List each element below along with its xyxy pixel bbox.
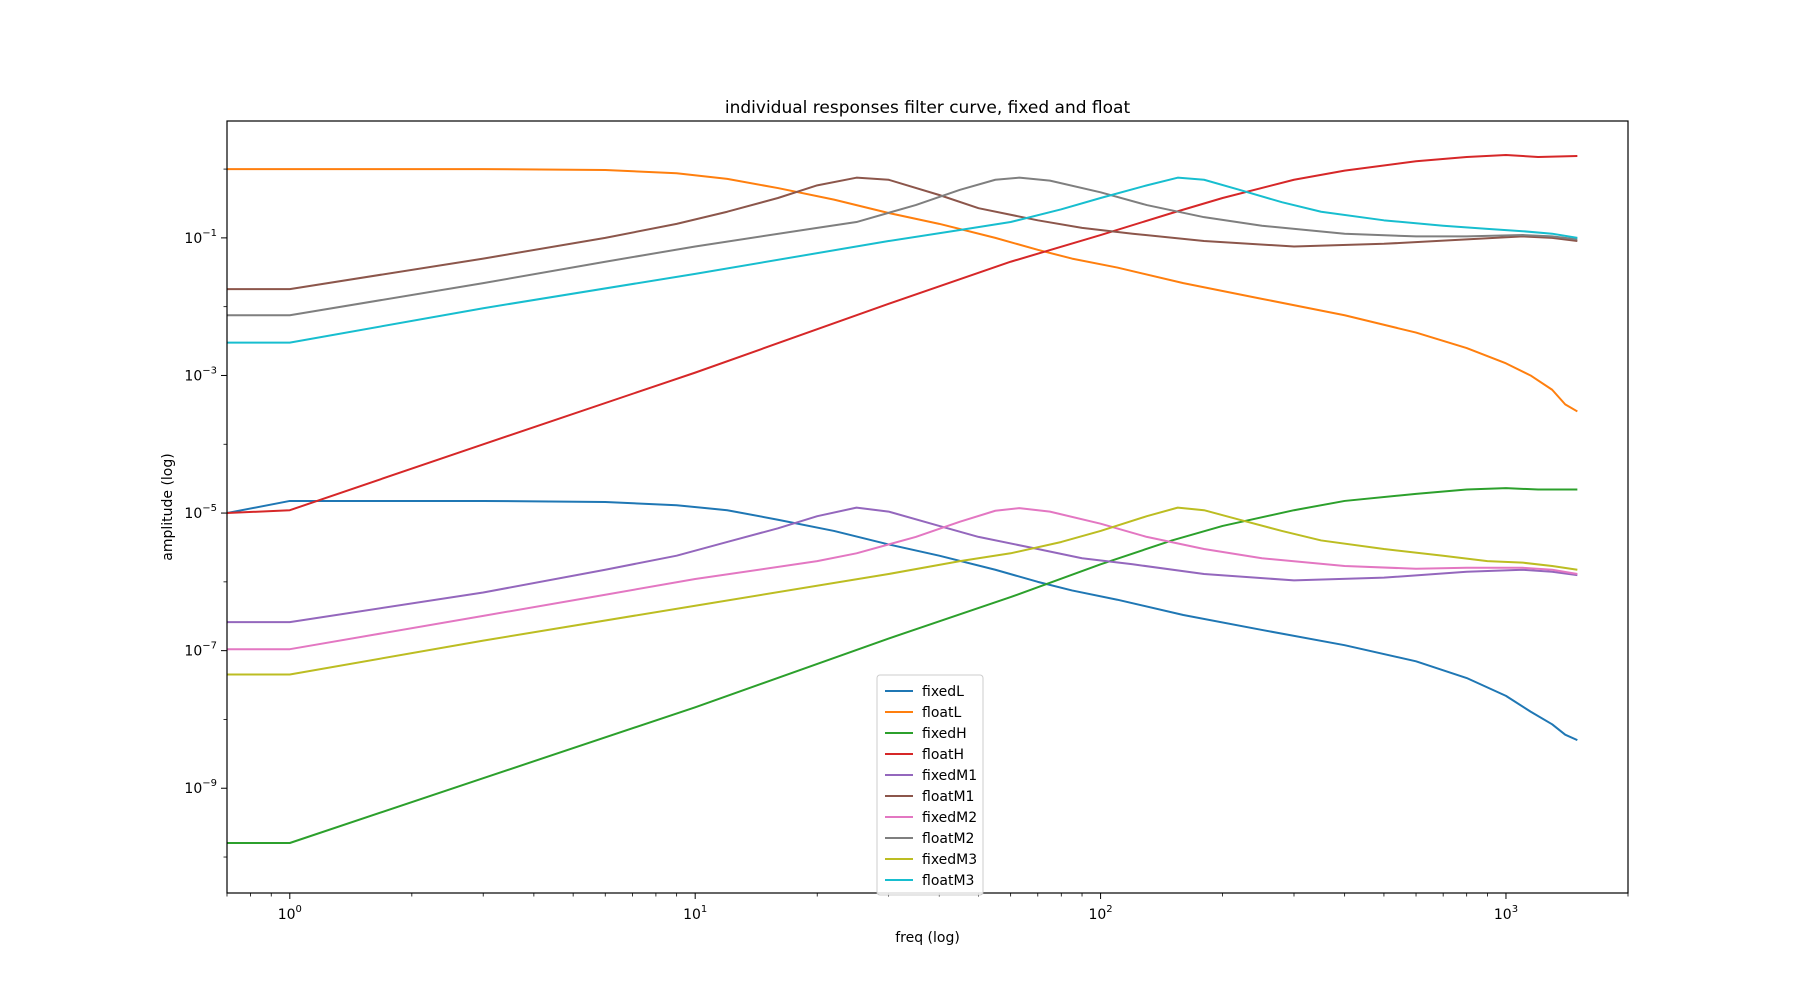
chart-title: individual responses filter curve, fixed…	[725, 98, 1131, 118]
series-line-floatM2	[227, 176, 1578, 317]
series-line-fixedM2	[227, 507, 1578, 651]
legend-label-floatL: floatL	[922, 705, 961, 721]
legend-label-fixedM3: fixedM3	[922, 852, 977, 868]
x-tick-label: 102	[1088, 904, 1112, 923]
legend-label-floatM3: floatM3	[922, 873, 974, 889]
y-tick-label: 10−3	[184, 365, 217, 384]
x-tick-label: 101	[683, 904, 707, 923]
y-tick-label: 10−7	[184, 641, 217, 660]
series-line-floatM3	[227, 176, 1578, 344]
series-line-fixedM3	[227, 506, 1578, 676]
series-line-floatH	[227, 154, 1578, 515]
series-line-fixedM1	[227, 506, 1578, 624]
y-tick-label: 10−1	[184, 228, 217, 247]
legend-label-floatM2: floatM2	[922, 831, 974, 847]
series-line-floatL	[227, 168, 1578, 413]
legend-label-floatH: floatH	[922, 747, 964, 763]
legend-label-fixedM2: fixedM2	[922, 810, 977, 826]
series-line-fixedL	[227, 499, 1578, 742]
plot-area: 100 101 102 103 10−9 10−7 10−5 10−3 10−1	[184, 120, 1629, 923]
x-tick-label: 100	[278, 904, 302, 923]
legend-label-fixedL: fixedL	[922, 684, 964, 700]
legend-label-fixedM1: fixedM1	[922, 768, 977, 784]
legend-label-floatM1: floatM1	[922, 789, 974, 805]
x-axis-label: freq (log)	[895, 930, 960, 946]
y-axis-label: amplitude (log)	[160, 453, 176, 560]
x-tick-label: 103	[1494, 904, 1518, 923]
y-tick-label: 10−9	[184, 778, 217, 797]
legend-box	[876, 674, 984, 896]
series-group	[227, 154, 1578, 844]
y-tick-label: 10−5	[184, 503, 217, 522]
series-line-fixedH	[227, 487, 1578, 844]
legend-label-fixedH: fixedH	[922, 726, 967, 742]
series-line-floatM1	[227, 176, 1578, 291]
